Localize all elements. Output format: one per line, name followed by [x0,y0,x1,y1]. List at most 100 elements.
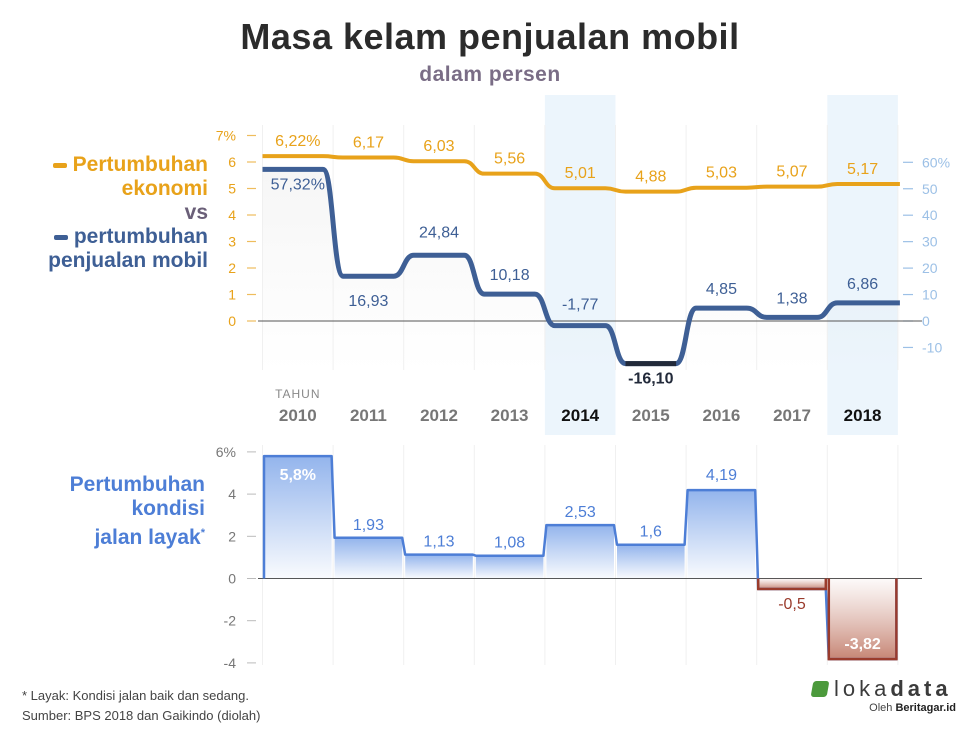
economy-data-label: 5,01 [565,165,596,182]
left-axis-tick-label: 0 [228,313,236,329]
road-bar-2010 [264,456,332,579]
road-data-label: 1,08 [494,535,525,552]
series-sales-line [262,166,900,367]
economy-data-label: 5,56 [494,151,525,168]
road-negative-outline [756,578,828,591]
left-axis-tick-label: 7% [216,128,236,144]
left-axis-tick-label: 4 [228,207,236,223]
left-axis-tick-label: 3 [228,234,236,250]
highlight-column-2018 [827,95,898,435]
left-axis-tick-label: 2 [228,260,236,276]
legend-economy-line2: ekonomi [121,177,208,200]
legend-economy-swatch [52,162,67,168]
road-data-label: 1,6 [640,524,662,541]
road-axis-tick-label: -4 [224,655,237,671]
brand-logo-light: loka [834,676,891,701]
road-bar-2018 [828,578,897,660]
road-bar-2013 [475,555,544,579]
road-bar-2017 [758,578,826,590]
road-data-label: 5,8% [280,467,316,484]
sales-data-label: -1,77 [562,297,599,314]
brand-mark-icon [810,681,830,697]
highlight-column-2014 [544,95,616,435]
right-axis-tick-label: 20 [922,260,938,276]
road-bar-2015 [617,544,685,579]
year-label-2012: 2012 [420,406,458,425]
year-label-2014: 2014 [561,406,599,425]
footnote-source: Sumber: BPS 2018 dan Gaikindo (diolah) [22,708,261,723]
brand-logo-bold: data [890,676,952,701]
right-axis-tick-label: 50 [922,181,938,197]
road-axis-tick-label: 4 [228,486,236,502]
road-bar-2011 [334,537,403,579]
left-axis-tick-label: 5 [228,181,236,197]
road-data-label: 2,53 [565,504,596,521]
right-axis-tick-label: 60% [922,154,950,170]
brand-byline-name: Beritagar.id [895,702,956,714]
road-negative-outline [827,578,898,661]
right-axis-tick-label: 40 [922,207,938,223]
road-data-label: -3,82 [844,636,881,653]
footnote-note: * Layak: Kondisi jalan baik dan sedang. [22,688,249,703]
road-data-label: 1,93 [353,517,384,534]
brand-byline-prefix: Oleh [869,702,893,714]
road-data-label: -0,5 [778,596,806,613]
series-economy-line [262,154,900,194]
legend-economy-line1: Pertumbuhan [72,153,208,176]
right-axis-tick-label: 10 [922,287,938,303]
year-caption: TAHUN [275,387,320,401]
year-label-2018: 2018 [844,406,882,425]
road-data-label: 1,13 [423,534,454,551]
year-label-2015: 2015 [632,406,670,425]
economy-data-label: 5,03 [706,165,737,182]
legend-vs: vs [184,201,208,224]
year-label-2017: 2017 [773,406,811,425]
legend-sales: pertumbuhan penjualan mobil [48,225,208,273]
road-bar-2014 [546,525,614,579]
road-data-label: 4,19 [706,467,737,484]
sales-data-label: 24,84 [419,224,459,241]
legend-sales-line1: pertumbuhan [73,225,208,248]
economy-data-label: 5,07 [776,164,807,181]
economy-data-label: 6,22% [275,133,320,150]
footnote: * Layak: Kondisi jalan baik dan sedang. … [22,686,260,726]
road-axis-tick-label: 6% [216,444,236,460]
left-axis-tick-label: 6 [228,154,236,170]
economy-data-label: 6,03 [423,138,454,155]
legend-sales-line2: penjualan mobil [48,249,208,272]
year-label-2016: 2016 [702,406,740,425]
brand: lokadata Oleh Beritagar.id [810,676,962,714]
left-axis-tick-label: 1 [228,287,236,303]
legend-road-line2: kondisi [131,497,205,520]
legend-road: Pertumbuhan kondisi jalan layak* [69,473,205,549]
sales-data-label: 57,32% [271,176,325,193]
sales-data-label: 1,38 [776,290,807,307]
year-label-2010: 2010 [279,406,317,425]
year-label-2013: 2013 [491,406,529,425]
legend-road-line3: jalan layak [94,526,201,549]
brand-logo: lokadata [810,676,962,702]
sales-data-label: 6,86 [847,276,878,293]
economy-data-label: 4,88 [635,169,666,186]
economy-data-label: 6,17 [353,134,384,151]
road-bar-2016 [687,490,756,579]
legend-sales-swatch [53,234,68,240]
sales-data-label: 10,18 [490,267,530,284]
chart-subtitle: dalam persen [419,63,561,86]
economy-data-label: 5,17 [847,161,878,178]
sales-data-label: 4,85 [706,281,737,298]
right-axis-tick-label: 30 [922,234,938,250]
road-axis-tick-label: -2 [224,613,237,629]
year-label-2011: 2011 [350,406,387,425]
sales-data-label: -16,10 [628,371,673,388]
brand-byline: Oleh Beritagar.id [812,702,962,714]
road-bar-2012 [405,554,473,579]
road-axis-tick-label: 2 [228,528,236,544]
legend-road-line1: Pertumbuhan [69,473,205,496]
legend-economy: Pertumbuhan ekonomi [52,153,208,201]
sales-data-label: 16,93 [348,293,388,310]
road-axis-tick-label: 0 [228,571,236,587]
right-axis-tick-label: -10 [922,339,942,355]
chart-title: Masa kelam penjualan mobil [240,16,740,57]
